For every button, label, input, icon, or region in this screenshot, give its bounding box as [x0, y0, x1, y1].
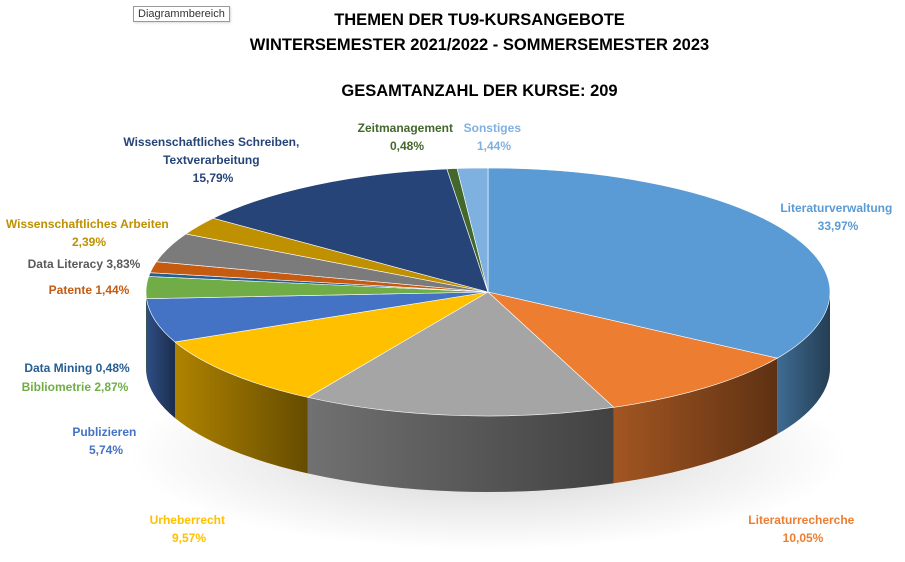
- label-sonstiges-pct: 1,44%: [477, 139, 511, 153]
- data-labels: Literaturverwaltung 33,97% Literaturrech…: [6, 121, 895, 545]
- label-sonstiges: Sonstiges 1,44%: [464, 121, 525, 153]
- label-zeitmanagement-pct: 0,48%: [390, 139, 424, 153]
- label-wiss-schreiben-line1: Wissenschaftliches Schreiben,: [123, 135, 299, 149]
- label-literaturverwaltung-name: Literaturverwaltung: [780, 201, 892, 215]
- label-urheberrecht-name: Urheberrecht: [150, 513, 225, 527]
- pie-wall-shade-publizieren: [146, 298, 175, 418]
- label-wissenschaftliches-schreiben: Wissenschaftliches Schreiben, Textverarb…: [123, 135, 302, 185]
- label-publizieren-pct: 5,74%: [89, 443, 123, 457]
- chart-title-line-2: WINTERSEMESTER 2021/2022 - SOMMERSEMESTE…: [249, 36, 710, 54]
- label-zeitmanagement-name: Zeitmanagement: [358, 121, 453, 135]
- pie-wall-shade-unlabelled: [307, 397, 614, 492]
- pie-slice-literaturrecherche: [486, 291, 779, 408]
- chart-title-line-1: THEMEN DER TU9-KURSANGEBOTE: [334, 11, 625, 29]
- label-data-literacy: Data Literacy 3,83%: [28, 257, 141, 271]
- label-data-mining: Data Mining 0,48%: [24, 361, 130, 375]
- label-wiss-schreiben-line2: Textverarbeitung: [163, 153, 259, 167]
- label-literaturrecherche-name: Literaturrecherche: [748, 513, 854, 527]
- label-literaturrecherche-pct: 10,05%: [783, 531, 824, 545]
- pie-slice-publizieren: [146, 291, 489, 343]
- pie-top-faces: [145, 167, 831, 417]
- label-wissenschaftliches-arbeiten: Wissenschaftliches Arbeiten 2,39%: [6, 217, 172, 249]
- label-literaturverwaltung: Literaturverwaltung 33,97%: [780, 201, 895, 233]
- pie-slice-wissenschaftliches-schreiben-textverarbeitung: [212, 168, 489, 293]
- label-literaturrecherche: Literaturrecherche 10,05%: [748, 513, 857, 545]
- label-patente: Patente 1,44%: [49, 283, 130, 297]
- pie-wall-shade-bibliometrie: [146, 292, 147, 375]
- chart-area-tooltip: Diagrammbereich: [133, 6, 230, 22]
- label-urheberrecht: Urheberrecht 9,57%: [150, 513, 229, 545]
- label-wiss-arbeiten-pct: 2,39%: [72, 235, 106, 249]
- pie-side-walls: [146, 292, 830, 492]
- pie-wall-shade-urheberrecht: [174, 341, 308, 474]
- pie-slice-unlabelled: [306, 291, 615, 417]
- label-sonstiges-name: Sonstiges: [464, 121, 522, 135]
- label-publizieren: Publizieren 5,74%: [72, 425, 139, 457]
- label-wiss-schreiben-pct: 15,79%: [193, 171, 234, 185]
- label-publizieren-name: Publizieren: [72, 425, 136, 439]
- label-bibliometrie: Bibliometrie 2,87%: [22, 380, 129, 394]
- pie-wall-shade-literaturverwaltung: [777, 292, 830, 435]
- pie-slice-literaturverwaltung: [487, 167, 831, 359]
- pie-slice-sonstiges: [456, 167, 489, 293]
- pie-slice-urheberrecht: [174, 291, 489, 398]
- label-literaturverwaltung-pct: 33,97%: [818, 219, 859, 233]
- chart-subtitle: GESAMTANZAHL DER KURSE: 209: [341, 82, 618, 100]
- label-urheberrecht-pct: 9,57%: [172, 531, 206, 545]
- label-wiss-arbeiten-name: Wissenschaftliches Arbeiten: [6, 217, 169, 231]
- pie-wall-shade-literaturrecherche: [613, 358, 778, 484]
- label-zeitmanagement: Zeitmanagement 0,48%: [358, 121, 457, 153]
